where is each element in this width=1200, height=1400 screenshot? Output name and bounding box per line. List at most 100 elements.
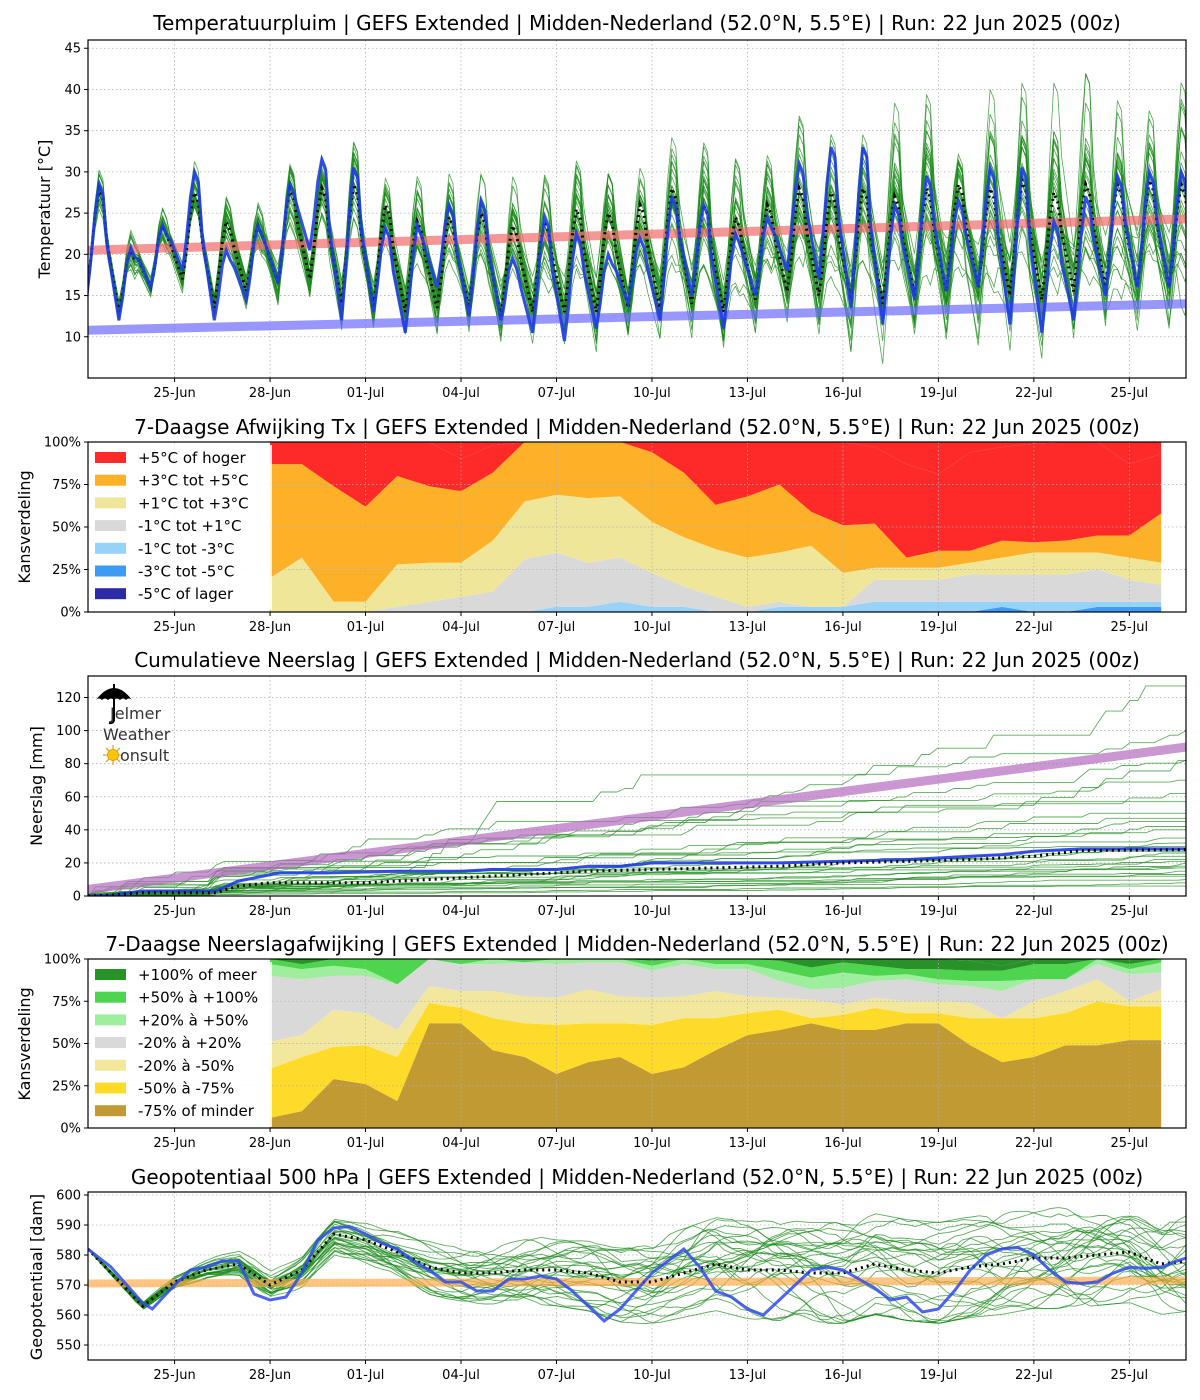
legend-label: -50% à -75% [138,1080,234,1098]
ensemble-member-line [88,817,1186,896]
x-tick-label: 19-Jul [920,1368,958,1383]
y-tick-label: 120 [56,691,81,706]
x-tick-label: 22-Jul [1015,1368,1053,1383]
area--1-c-tot-3-c [270,601,1162,612]
y-tick-label: 600 [56,1189,81,1204]
y-tick-label: 100% [44,436,81,451]
legend-label: -1°C tot -3°C [138,540,234,558]
legend-swatch [95,1037,126,1049]
x-tick-label: 07-Jul [538,386,576,401]
geopotential-panel: Geopotentiaal 500 hPa | GEFS Extended | … [27,1165,1187,1383]
x-tick-label: 25-Jun [153,1368,195,1383]
x-tick-label: 04-Jul [442,904,480,919]
x-tick-label: 22-Jul [1015,1136,1053,1151]
y-tick-label: 560 [56,1309,81,1324]
x-tick-label: 19-Jul [920,904,958,919]
x-tick-label: 25-Jul [1111,1368,1149,1383]
x-tick-label: 01-Jul [347,386,385,401]
ensemble-member-line [88,874,1186,896]
legend-swatch [95,542,126,554]
tx-anomaly-title: 7-Daagse Afwijking Tx | GEFS Extended | … [134,415,1140,439]
legend-label: +20% à +50% [138,1011,249,1029]
x-tick-label: 01-Jul [347,1136,385,1151]
ensemble-mean-line [88,1232,1186,1308]
y-tick-label: 75% [52,478,81,493]
ensemble-member-line [88,850,1186,896]
x-tick-label: 01-Jul [347,1368,385,1383]
area--5-c-of-hoger [270,442,1162,558]
y-tick-label: 10 [64,330,81,345]
x-tick-label: 16-Jul [824,620,862,635]
y-tick-label: 25% [52,563,81,578]
logo: Jelmer Weather onsult [96,684,171,765]
precip-anomaly-legend: +100% of meer +50% à +100% +20% à +50% -20%… [92,962,272,1127]
x-tick-label: 22-Jul [1015,386,1053,401]
legend-swatch [95,497,126,509]
sun-icon [103,745,123,765]
y-tick-label: 40 [64,83,81,98]
legend-label: +1°C tot +3°C [138,494,249,512]
x-tick-label: 28-Jun [249,386,291,401]
y-tick-label: 100 [56,724,81,739]
x-tick-label: 19-Jul [920,1136,958,1151]
legend-swatch [95,991,126,1003]
x-tick-label: 10-Jul [633,386,671,401]
x-tick-label: 25-Jun [153,620,195,635]
legend-swatch [95,588,126,600]
legend-label: -20% à +20% [138,1034,241,1052]
climatology-line [88,742,1186,894]
ensemble-member-line [88,812,1186,896]
y-tick-label: 100% [44,953,81,968]
ensemble-member-line [88,104,1186,339]
y-tick-label: 15 [64,289,81,304]
area--20-20- [270,959,1162,1042]
legend-swatch [95,969,126,980]
area--20-50- [270,979,1162,1069]
x-tick-label: 04-Jul [442,386,480,401]
logo-line1: Jelmer [109,704,161,723]
ensemble-member-line [88,1215,1186,1321]
precipitation-panel: Cumulatieve Neerslag | GEFS Extended | M… [27,648,1187,919]
y-tick-label: 0% [60,606,81,621]
y-tick-label: 550 [56,1339,81,1354]
x-tick-label: 13-Jul [729,1368,767,1383]
x-tick-label: 07-Jul [538,904,576,919]
x-tick-label: 28-Jun [249,1136,291,1151]
x-tick-label: 01-Jul [347,904,385,919]
x-tick-label: 16-Jul [824,386,862,401]
precip-anomaly-panel: 7-Daagse Neerslagafwijking | GEFS Extend… [15,932,1187,1151]
x-tick-label: 10-Jul [633,1368,671,1383]
precipitation-ylabel: Neerslag [mm] [27,726,46,846]
x-tick-label: 28-Jun [249,1368,291,1383]
precipitation-axes-frame [87,675,1187,897]
x-tick-label: 04-Jul [442,1368,480,1383]
ensemble-member-line [88,1238,1186,1305]
precipitation-title: Cumulatieve Neerslag | GEFS Extended | M… [134,648,1140,672]
area--1-c-tot-1-c [270,552,1162,612]
legend-swatch [95,474,126,486]
y-tick-label: 30 [64,165,81,180]
x-tick-label: 13-Jul [729,386,767,401]
x-tick-label: 04-Jul [442,1136,480,1151]
precip-anomaly-title: 7-Daagse Neerslagafwijking | GEFS Extend… [105,932,1168,956]
precip-anomaly-ylabel: Kansverdeling [15,987,34,1100]
ensemble-member-line [88,860,1186,896]
temperature-axes-frame [87,39,1187,379]
temperature-panel: Temperatuurpluim | GEFS Extended | Midde… [35,11,1187,401]
x-tick-label: 07-Jul [538,1368,576,1383]
ensemble-member-line [88,1229,1186,1321]
y-tick-label: 45 [64,42,81,57]
umbrella-icon [96,684,132,725]
legend-label: -75% of minder [138,1102,255,1120]
x-tick-label: 07-Jul [538,1136,576,1151]
x-tick-label: 13-Jul [729,1136,767,1151]
legend-label: +100% of meer [138,966,258,984]
x-tick-label: 25-Jun [153,904,195,919]
x-tick-label: 25-Jul [1111,620,1149,635]
legend-swatch [95,1059,126,1071]
legend-label: -5°C of lager [138,585,234,603]
operational-line [88,1224,1186,1323]
operational-line [88,847,1186,896]
y-tick-label: 20 [64,856,81,871]
legend-label: -20% à -50% [138,1057,234,1075]
